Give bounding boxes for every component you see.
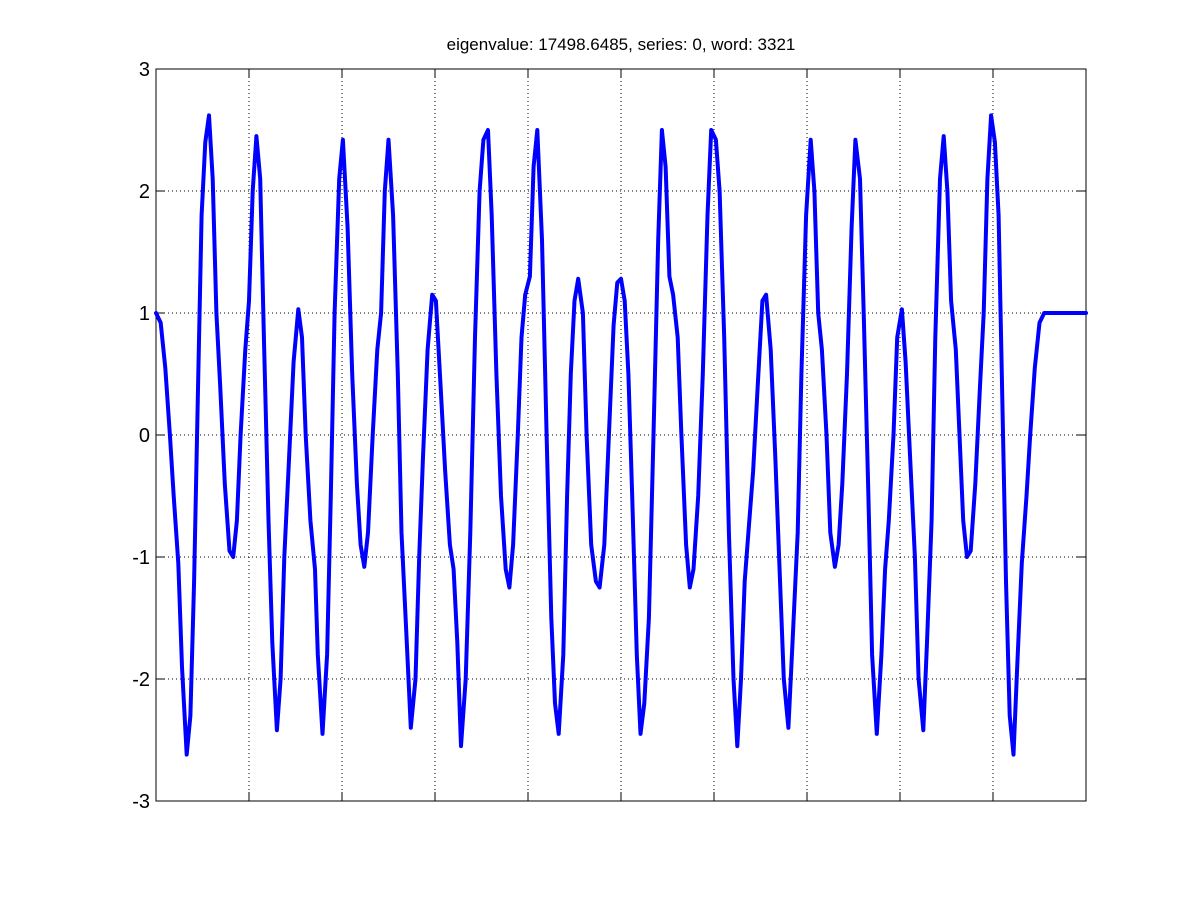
chart-title: eigenvalue: 17498.6485, series: 0, word:… [447, 35, 796, 54]
y-tick-label: -2 [132, 669, 150, 691]
y-tick-label: -3 [132, 791, 150, 813]
grid-lines [156, 69, 1086, 801]
y-tick-label: 2 [139, 181, 150, 203]
axis-ticks [156, 68, 1086, 802]
data-series-line [154, 113, 1088, 757]
y-tick-label: -1 [132, 547, 150, 569]
y-tick-label: 3 [139, 59, 150, 81]
y-tick-labels: 3 2 1 0 -1 -2 -3 [132, 59, 150, 813]
y-tick-label: 1 [139, 303, 150, 325]
y-tick-label: 0 [139, 425, 150, 447]
